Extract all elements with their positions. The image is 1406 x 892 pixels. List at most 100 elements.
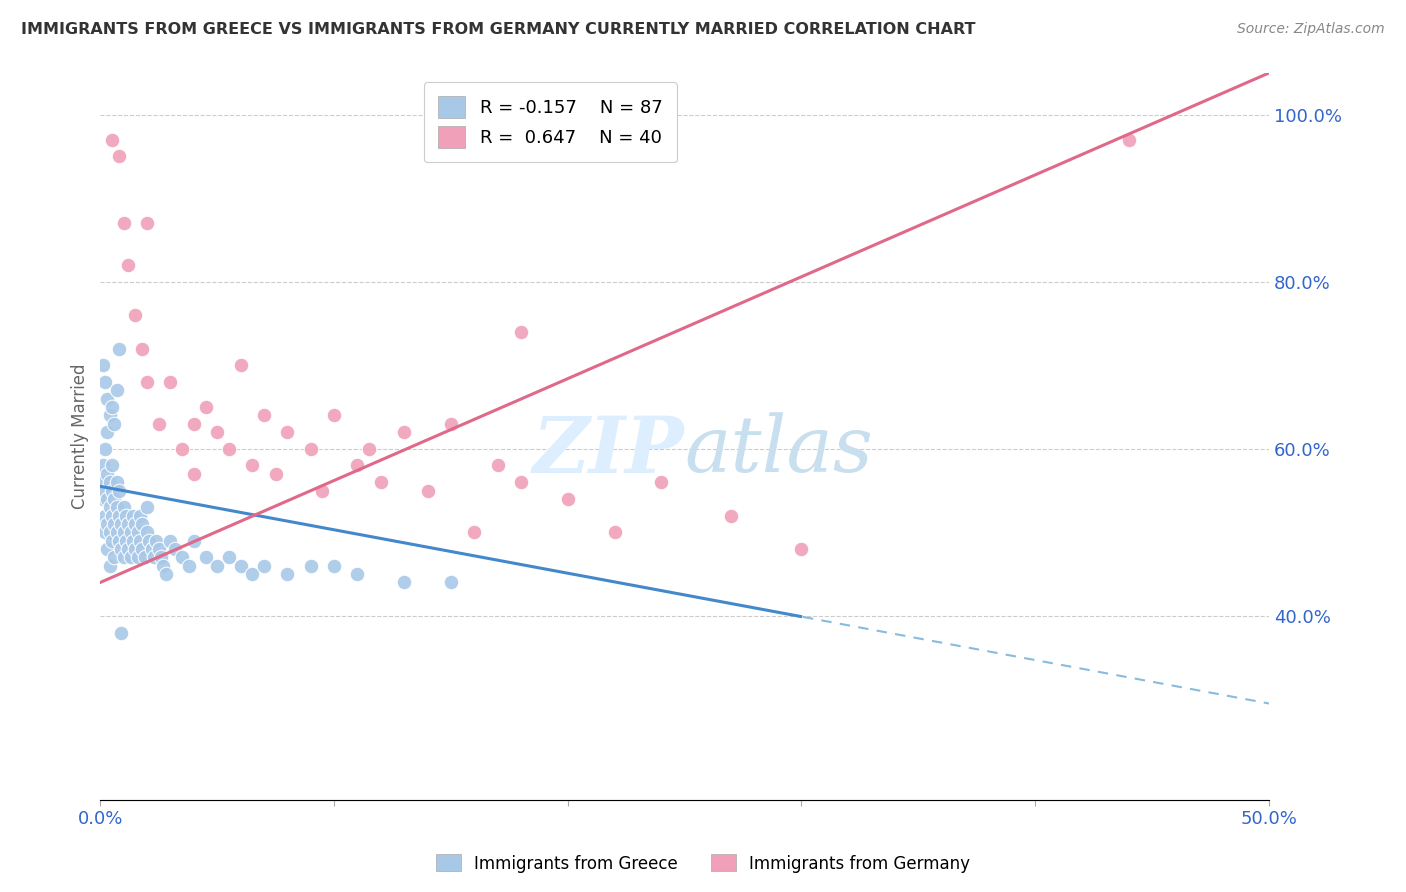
- Point: [112, 500, 135, 515]
- Point: [148, 541, 170, 556]
- Point: [96, 392, 118, 406]
- Point: [486, 458, 509, 473]
- Point: [299, 558, 322, 573]
- Point: [136, 525, 159, 540]
- Point: [229, 358, 252, 372]
- Point: [129, 508, 152, 523]
- Text: IMMIGRANTS FROM GREECE VS IMMIGRANTS FROM GERMANY CURRENTLY MARRIED CORRELATION : IMMIGRANTS FROM GREECE VS IMMIGRANTS FRO…: [21, 22, 976, 37]
- Point: [179, 558, 201, 573]
- Point: [790, 541, 813, 556]
- Point: [105, 525, 128, 540]
- Point: [98, 475, 121, 490]
- Legend: R = -0.157    N = 87, R =  0.647    N = 40: R = -0.157 N = 87, R = 0.647 N = 40: [423, 82, 676, 162]
- Point: [276, 567, 298, 582]
- Point: [101, 133, 124, 147]
- Point: [1118, 133, 1140, 147]
- Point: [218, 550, 240, 565]
- Point: [159, 375, 181, 389]
- Point: [650, 475, 672, 490]
- Point: [392, 575, 415, 590]
- Point: [94, 525, 117, 540]
- Point: [96, 516, 118, 531]
- Point: [205, 425, 228, 439]
- Point: [172, 442, 194, 456]
- Point: [323, 409, 346, 423]
- Point: [229, 558, 252, 573]
- Point: [103, 550, 125, 565]
- Point: [115, 508, 138, 523]
- Point: [603, 525, 626, 540]
- Point: [141, 541, 163, 556]
- Point: [105, 475, 128, 490]
- Point: [105, 500, 128, 515]
- Point: [101, 458, 124, 473]
- Point: [94, 483, 117, 498]
- Point: [103, 516, 125, 531]
- Point: [122, 508, 145, 523]
- Point: [103, 417, 125, 431]
- Point: [134, 550, 156, 565]
- Point: [91, 491, 114, 506]
- Point: [183, 417, 205, 431]
- Point: [91, 358, 114, 372]
- Point: [96, 467, 118, 481]
- Point: [159, 533, 181, 548]
- Y-axis label: Currently Married: Currently Married: [72, 364, 89, 509]
- Point: [96, 491, 118, 506]
- Point: [143, 550, 166, 565]
- Point: [323, 558, 346, 573]
- Point: [117, 516, 139, 531]
- Point: [120, 525, 142, 540]
- Point: [359, 442, 381, 456]
- Point: [110, 541, 132, 556]
- Point: [122, 533, 145, 548]
- Point: [392, 425, 415, 439]
- Point: [94, 375, 117, 389]
- Point: [108, 508, 131, 523]
- Point: [440, 575, 463, 590]
- Point: [720, 508, 742, 523]
- Point: [94, 442, 117, 456]
- Point: [127, 525, 149, 540]
- Point: [108, 483, 131, 498]
- Point: [108, 342, 131, 356]
- Text: atlas: atlas: [685, 413, 873, 489]
- Point: [148, 417, 170, 431]
- Point: [127, 550, 149, 565]
- Point: [96, 541, 118, 556]
- Point: [108, 533, 131, 548]
- Point: [136, 500, 159, 515]
- Point: [264, 467, 287, 481]
- Point: [115, 533, 138, 548]
- Point: [131, 541, 153, 556]
- Point: [510, 325, 533, 339]
- Point: [101, 400, 124, 414]
- Text: Source: ZipAtlas.com: Source: ZipAtlas.com: [1237, 22, 1385, 37]
- Point: [112, 525, 135, 540]
- Point: [136, 216, 159, 230]
- Point: [194, 550, 217, 565]
- Point: [416, 483, 439, 498]
- Point: [96, 425, 118, 439]
- Point: [346, 567, 368, 582]
- Point: [370, 475, 392, 490]
- Point: [194, 400, 217, 414]
- Point: [155, 567, 177, 582]
- Point: [145, 533, 167, 548]
- Point: [150, 550, 173, 565]
- Point: [98, 525, 121, 540]
- Point: [152, 558, 174, 573]
- Point: [253, 409, 276, 423]
- Point: [131, 516, 153, 531]
- Point: [463, 525, 485, 540]
- Point: [101, 533, 124, 548]
- Point: [98, 558, 121, 573]
- Point: [112, 216, 135, 230]
- Point: [124, 516, 146, 531]
- Point: [117, 258, 139, 272]
- Point: [112, 550, 135, 565]
- Point: [205, 558, 228, 573]
- Point: [91, 458, 114, 473]
- Point: [101, 508, 124, 523]
- Text: ZIP: ZIP: [533, 412, 685, 489]
